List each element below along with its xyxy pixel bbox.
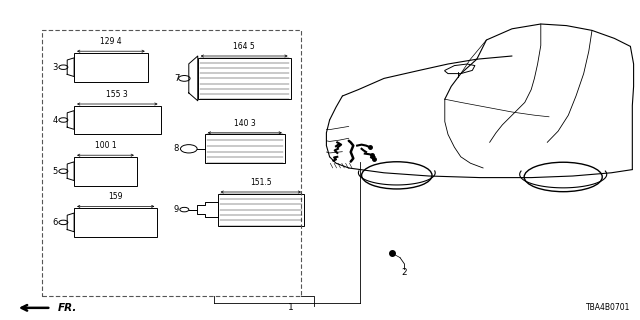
Text: 8: 8 bbox=[174, 144, 179, 153]
Bar bbox=[42, 30, 301, 296]
Bar bbox=[205, 134, 285, 163]
Bar bbox=[74, 53, 148, 82]
Bar bbox=[74, 106, 161, 134]
Text: 9: 9 bbox=[174, 205, 179, 214]
Text: 159: 159 bbox=[108, 192, 123, 201]
Text: 2: 2 bbox=[402, 268, 407, 277]
Bar bbox=[218, 194, 304, 226]
Text: 100 1: 100 1 bbox=[95, 141, 116, 150]
Text: TBA4B0701: TBA4B0701 bbox=[586, 303, 630, 312]
Bar bbox=[198, 58, 291, 99]
Bar bbox=[74, 208, 157, 237]
Text: 7: 7 bbox=[174, 74, 179, 83]
Text: 5: 5 bbox=[52, 167, 58, 176]
Text: 3: 3 bbox=[52, 63, 58, 72]
Text: 164 5: 164 5 bbox=[234, 42, 255, 51]
Text: 6: 6 bbox=[52, 218, 58, 227]
Text: FR.: FR. bbox=[58, 303, 77, 313]
Text: 1: 1 bbox=[289, 303, 294, 312]
Text: 4: 4 bbox=[52, 116, 58, 124]
Bar bbox=[74, 157, 137, 186]
Text: 151.5: 151.5 bbox=[250, 178, 271, 187]
Text: 155 3: 155 3 bbox=[106, 90, 128, 99]
Text: 129 4: 129 4 bbox=[100, 37, 122, 46]
Text: 140 3: 140 3 bbox=[234, 119, 255, 128]
